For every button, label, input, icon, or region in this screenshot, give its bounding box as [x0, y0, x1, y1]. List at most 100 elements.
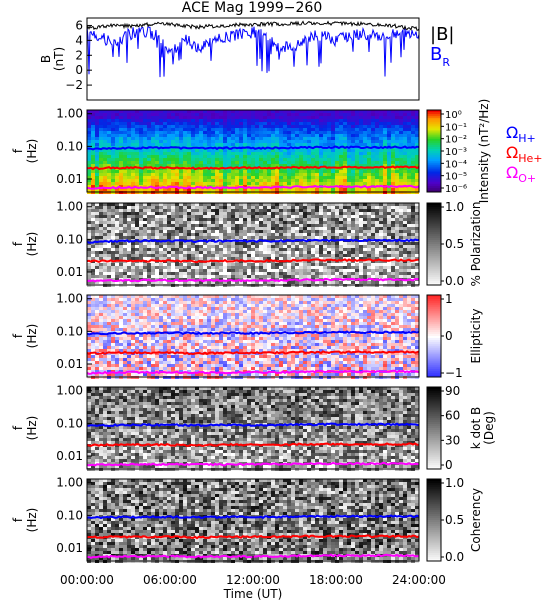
spectrogram-cell	[159, 137, 163, 140]
spectrogram-cell	[403, 116, 407, 119]
spectrogram-cell	[323, 155, 327, 158]
spectrogram-cell	[347, 236, 351, 239]
spectrogram-cell	[343, 113, 347, 116]
spectrogram-cell	[359, 272, 363, 275]
spectrogram-cell	[95, 364, 99, 367]
spectrogram-cell	[139, 140, 143, 143]
spectrogram-cell	[199, 281, 203, 284]
spectrogram-cell	[115, 140, 119, 143]
spectrogram-cell	[187, 257, 191, 260]
spectrogram-cell	[239, 245, 243, 248]
spectrogram-cell	[347, 134, 351, 137]
spectrogram-cell	[223, 173, 227, 176]
spectrogram-cell	[311, 248, 315, 251]
spectrogram-cell	[87, 370, 91, 373]
colorbar-tick-label: 10⁻⁵	[445, 172, 467, 183]
spectrogram-cell	[95, 224, 99, 227]
spectrogram-cell	[311, 182, 315, 185]
spectrogram-cell	[171, 203, 175, 206]
spectrogram-cell	[255, 236, 259, 239]
spectrogram-cell	[347, 110, 351, 113]
spectrogram-cell	[151, 242, 155, 245]
spectrogram-cell	[295, 203, 299, 206]
spectrogram-cell	[279, 182, 283, 185]
spectrogram-cell	[295, 218, 299, 221]
spectrogram-cell	[107, 173, 111, 176]
spectrogram-cell	[203, 155, 207, 158]
spectrogram-cell	[359, 161, 363, 164]
spectrogram-cell	[399, 140, 403, 143]
spectrogram-cell	[283, 170, 287, 173]
spectrogram-cell	[179, 182, 183, 185]
spectrogram-cell	[99, 340, 103, 343]
spectrogram-cell	[327, 275, 331, 278]
spectrogram-cell	[207, 179, 211, 182]
spectrogram-cell	[171, 161, 175, 164]
spectrogram-cell	[359, 266, 363, 269]
spectrogram-cell	[87, 248, 91, 251]
spectrogram-cell	[187, 242, 191, 245]
spectrogram-cell	[247, 269, 251, 272]
spectrogram-cell	[311, 179, 315, 182]
spectrogram-cell	[355, 188, 359, 191]
spectrogram-cell	[367, 212, 371, 215]
spectrogram-cell	[395, 140, 399, 143]
spectrogram-cell	[259, 164, 263, 167]
x-tick-label: 24:00:00	[392, 573, 446, 587]
spectrogram-cell	[195, 266, 199, 269]
spectrogram-cell	[323, 227, 327, 230]
spectrogram-cell	[231, 125, 235, 128]
spectrogram-cell	[347, 140, 351, 143]
spectrogram-cell	[411, 272, 415, 275]
spectrogram-cell	[391, 251, 395, 254]
spectrogram-cell	[407, 218, 411, 221]
spectrogram-cell	[283, 131, 287, 134]
colorbar-step	[427, 157, 441, 160]
colorbar-step	[427, 266, 441, 270]
spectrogram-cell	[327, 269, 331, 272]
spectrogram-cell	[151, 260, 155, 263]
spectrogram-cell	[383, 143, 387, 146]
spectrogram-cell	[275, 224, 279, 227]
spectrogram-cell	[363, 215, 367, 218]
spectrogram-cell	[303, 116, 307, 119]
spectrogram-cell	[239, 179, 243, 182]
colorbar-step	[427, 122, 441, 125]
spectrogram-cell	[95, 275, 99, 278]
spectrogram-cell	[343, 164, 347, 167]
spectrogram-cell	[151, 119, 155, 122]
spectrogram-cell	[347, 143, 351, 146]
spectrogram-cell	[407, 248, 411, 251]
spectrogram-cell	[91, 110, 95, 113]
spectrogram-cell	[223, 242, 227, 245]
spectrogram-cell	[131, 110, 135, 113]
spectrogram-cell	[279, 149, 283, 152]
spectrogram-cell	[391, 227, 395, 230]
spectrogram-cell	[103, 319, 107, 322]
spectrogram-cell	[387, 164, 391, 167]
spectrogram-cell	[239, 206, 243, 209]
spectrogram-cell	[195, 122, 199, 125]
spectrogram-cell	[375, 218, 379, 221]
spectrogram-cell	[303, 251, 307, 254]
spectrogram-cell	[87, 337, 91, 340]
spectrogram-cell	[291, 215, 295, 218]
colorbar-step	[427, 177, 441, 181]
spectrogram-cell	[343, 140, 347, 143]
spectrogram-cell	[191, 185, 195, 188]
spectrogram-cell	[279, 215, 283, 218]
spectrogram-cell	[135, 227, 139, 230]
spectrogram-cell	[395, 188, 399, 191]
spectrogram-cell	[319, 269, 323, 272]
spectrogram-cell	[299, 128, 303, 131]
spectrogram-cell	[139, 173, 143, 176]
spectrogram-cell	[371, 275, 375, 278]
spectrogram-cell	[415, 179, 419, 182]
spectrogram-cell	[159, 266, 163, 269]
spectrogram-cell	[151, 134, 155, 137]
colorbar-step	[427, 244, 441, 247]
spectrogram-cell	[107, 161, 111, 164]
spectrogram-cell	[235, 152, 239, 155]
spectrogram-cell	[191, 119, 195, 122]
spectrogram-cell	[159, 218, 163, 221]
